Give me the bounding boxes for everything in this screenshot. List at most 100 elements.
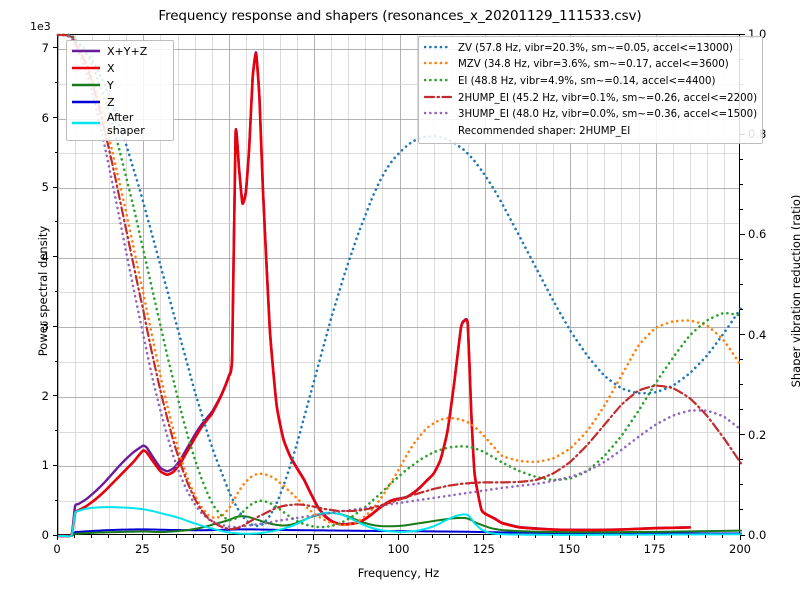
y-tick-label: 0 [41,528,49,542]
legend-swatch [423,78,453,82]
x-tick-minor [722,535,724,538]
legend-swatch-cell [71,78,101,95]
y-tick-minor [54,82,57,84]
grid-line-horizontal [58,327,739,329]
y-axis-exponent-label: 1e3 [30,20,51,33]
y2-tick-label: 0.6 [748,227,767,242]
y-tick-mark [52,534,57,536]
x-tick-minor [380,535,382,538]
grid-line-vertical [467,35,469,534]
legend-item-label: After shaper [107,111,145,137]
legend-item[interactable]: MZV (34.8 Hz, vibr=3.6%, sm~=0.17, accel… [423,57,757,74]
grid-line-vertical [314,35,316,534]
legend-item[interactable]: Z [71,95,167,112]
y-tick-mark [52,186,57,188]
legend-item-label: ZV (57.8 Hz, vibr=20.3%, sm~=0.05, accel… [458,42,733,54]
y-tick-label: 3 [41,319,49,334]
legend-swatch [423,95,453,98]
grid-line-vertical [706,35,708,534]
legend-swatch-cell [423,90,453,107]
grid-line-vertical [92,35,94,534]
x-tick-mark [56,535,58,540]
grid-line-vertical [297,35,299,534]
legend-item[interactable]: Y [71,78,167,95]
legend-item[interactable]: After shaper [71,111,167,137]
x-tick-mark [227,535,229,540]
legend-swatch-cell [71,61,101,78]
series-line [56,33,743,531]
x-tick-minor [534,535,536,538]
legend-swatch-cell [71,44,101,61]
x-tick-minor [107,535,109,538]
x-tick-label: 100 [387,542,410,556]
legend-swatch-cell [423,106,453,123]
y-tick-mark [52,47,57,49]
grid-line-vertical [570,35,572,534]
grid-line-horizontal [58,48,739,50]
series-line [56,33,743,529]
grid-line-vertical [228,35,230,534]
x-tick-minor [637,535,639,538]
y2-tick-minor [740,459,743,461]
grid-line-vertical [177,35,179,534]
legend-shapers: ZV (57.8 Hz, vibr=20.3%, sm~=0.05, accel… [418,36,764,144]
legend-swatch [423,45,453,49]
x-tick-label: 125 [472,542,495,556]
legend-item[interactable]: 3HUMP_EI (48.0 Hz, vibr=0.0%, sm~=0.36, … [423,106,757,123]
series-line [57,506,742,538]
x-tick-mark [739,535,741,540]
x-tick-minor [449,535,451,538]
grid-line-vertical [655,35,657,534]
y-tick-mark [52,117,57,118]
x-tick-minor [517,535,519,538]
grid-line-vertical [382,35,384,534]
legend-item[interactable]: EI (48.8 Hz, vibr=4.9%, sm~=0.14, accel<… [423,73,757,90]
grid-line-vertical [331,35,333,534]
grid-line-vertical [75,35,77,534]
x-tick-label: 150 [558,542,581,556]
y-tick-mark [52,395,57,397]
x-tick-minor [158,535,160,538]
grid-line-vertical [604,35,606,534]
grid-line-vertical [160,35,162,534]
x-tick-minor [210,535,212,538]
legend-item[interactable]: X [71,61,167,78]
y2-tick-minor [740,183,743,185]
y-tick-label: 5 [41,180,49,195]
grid-line-vertical [245,35,247,534]
series-line [56,33,743,528]
y-tick-minor [54,151,57,153]
legend-item-label: Z [107,96,115,110]
grid-line-vertical [484,35,486,534]
grid-line-vertical [450,35,452,534]
y-tick-mark [52,325,57,327]
grid-line-vertical [143,35,145,534]
legend-item[interactable]: ZV (57.8 Hz, vibr=20.3%, sm~=0.05, accel… [423,40,757,57]
series-line [56,33,743,529]
y2-tick-label: 0.0 [748,528,767,542]
legend-swatch [72,100,100,104]
x-tick-minor [124,535,126,538]
x-tick-minor [671,535,673,538]
legend-recommendation-row: Recommended shaper: 2HUMP_EI [424,123,757,140]
x-tick-label: 0 [53,542,61,556]
grid-line-horizontal [58,118,739,120]
legend-item[interactable]: 2HUMP_EI (45.2 Hz, vibr=0.1%, sm~=0.26, … [423,90,757,107]
legend-swatch [72,121,100,125]
legend-shapers-table: ZV (57.8 Hz, vibr=20.3%, sm~=0.05, accel… [423,40,757,140]
y-tick-minor [54,360,57,362]
grid-line-vertical [211,35,213,534]
y2-tick-label: 0.2 [748,427,767,442]
y2-tick-minor [740,258,743,260]
x-tick-minor [73,535,75,538]
y-tick-label: 7 [41,40,49,55]
x-tick-mark [483,535,485,540]
x-tick-minor [346,535,348,538]
grid-line-vertical [348,35,350,534]
chart-title: Frequency response and shapers (resonanc… [158,8,642,24]
plot-lines [56,33,743,538]
x-tick-mark [141,535,143,540]
grid-line-vertical [587,35,589,534]
legend-item[interactable]: X+Y+Z [71,44,167,61]
x-tick-mark [312,535,314,540]
